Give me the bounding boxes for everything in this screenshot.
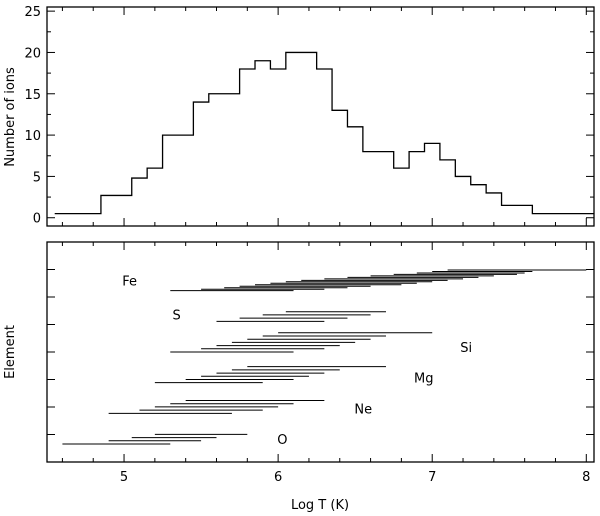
histogram-frame (46, 6, 595, 227)
ranges-x-tick-labels: 5 6 7 8 (120, 470, 591, 485)
element-ranges (62, 269, 587, 445)
ranges-panel: 5 6 7 8 Fe S Si Mg Ne O Element Log T (K) (3, 241, 595, 513)
ranges-x-axis-label: Log T (K) (291, 498, 349, 513)
element-label: S (172, 308, 180, 323)
element-label: Fe (122, 275, 137, 290)
histogram-y-tick-label: 20 (24, 46, 41, 61)
histogram-series (54, 51, 594, 215)
ranges-x-tick-label: 8 (582, 470, 590, 485)
ranges-x-tick-label: 7 (428, 470, 436, 485)
ranges-y-axis-label: Element (3, 325, 18, 379)
element-label: Mg (414, 372, 433, 387)
histogram-y-tick-label: 0 (33, 212, 41, 227)
histogram-y-tick-label: 25 (24, 5, 41, 20)
histogram-y-tick-labels: 0 5 10 15 20 25 (24, 5, 41, 227)
element-label: O (277, 433, 287, 448)
histogram-y-tick-label: 5 (33, 170, 41, 185)
element-labels: Fe S Si Mg Ne O (122, 275, 472, 448)
histogram-panel: 0 5 10 15 20 25 Number of ions (3, 5, 595, 227)
ranges-ticks (47, 242, 594, 462)
histogram-y-tick-label: 15 (24, 88, 41, 103)
ranges-x-tick-label: 5 (120, 470, 128, 485)
histogram-ticks (47, 7, 594, 226)
element-label: Si (460, 341, 472, 356)
ranges-x-tick-label: 6 (274, 470, 282, 485)
histogram-y-tick-label: 10 (24, 129, 41, 144)
histogram-y-axis-label: Number of ions (3, 67, 18, 167)
element-label: Ne (354, 402, 372, 417)
